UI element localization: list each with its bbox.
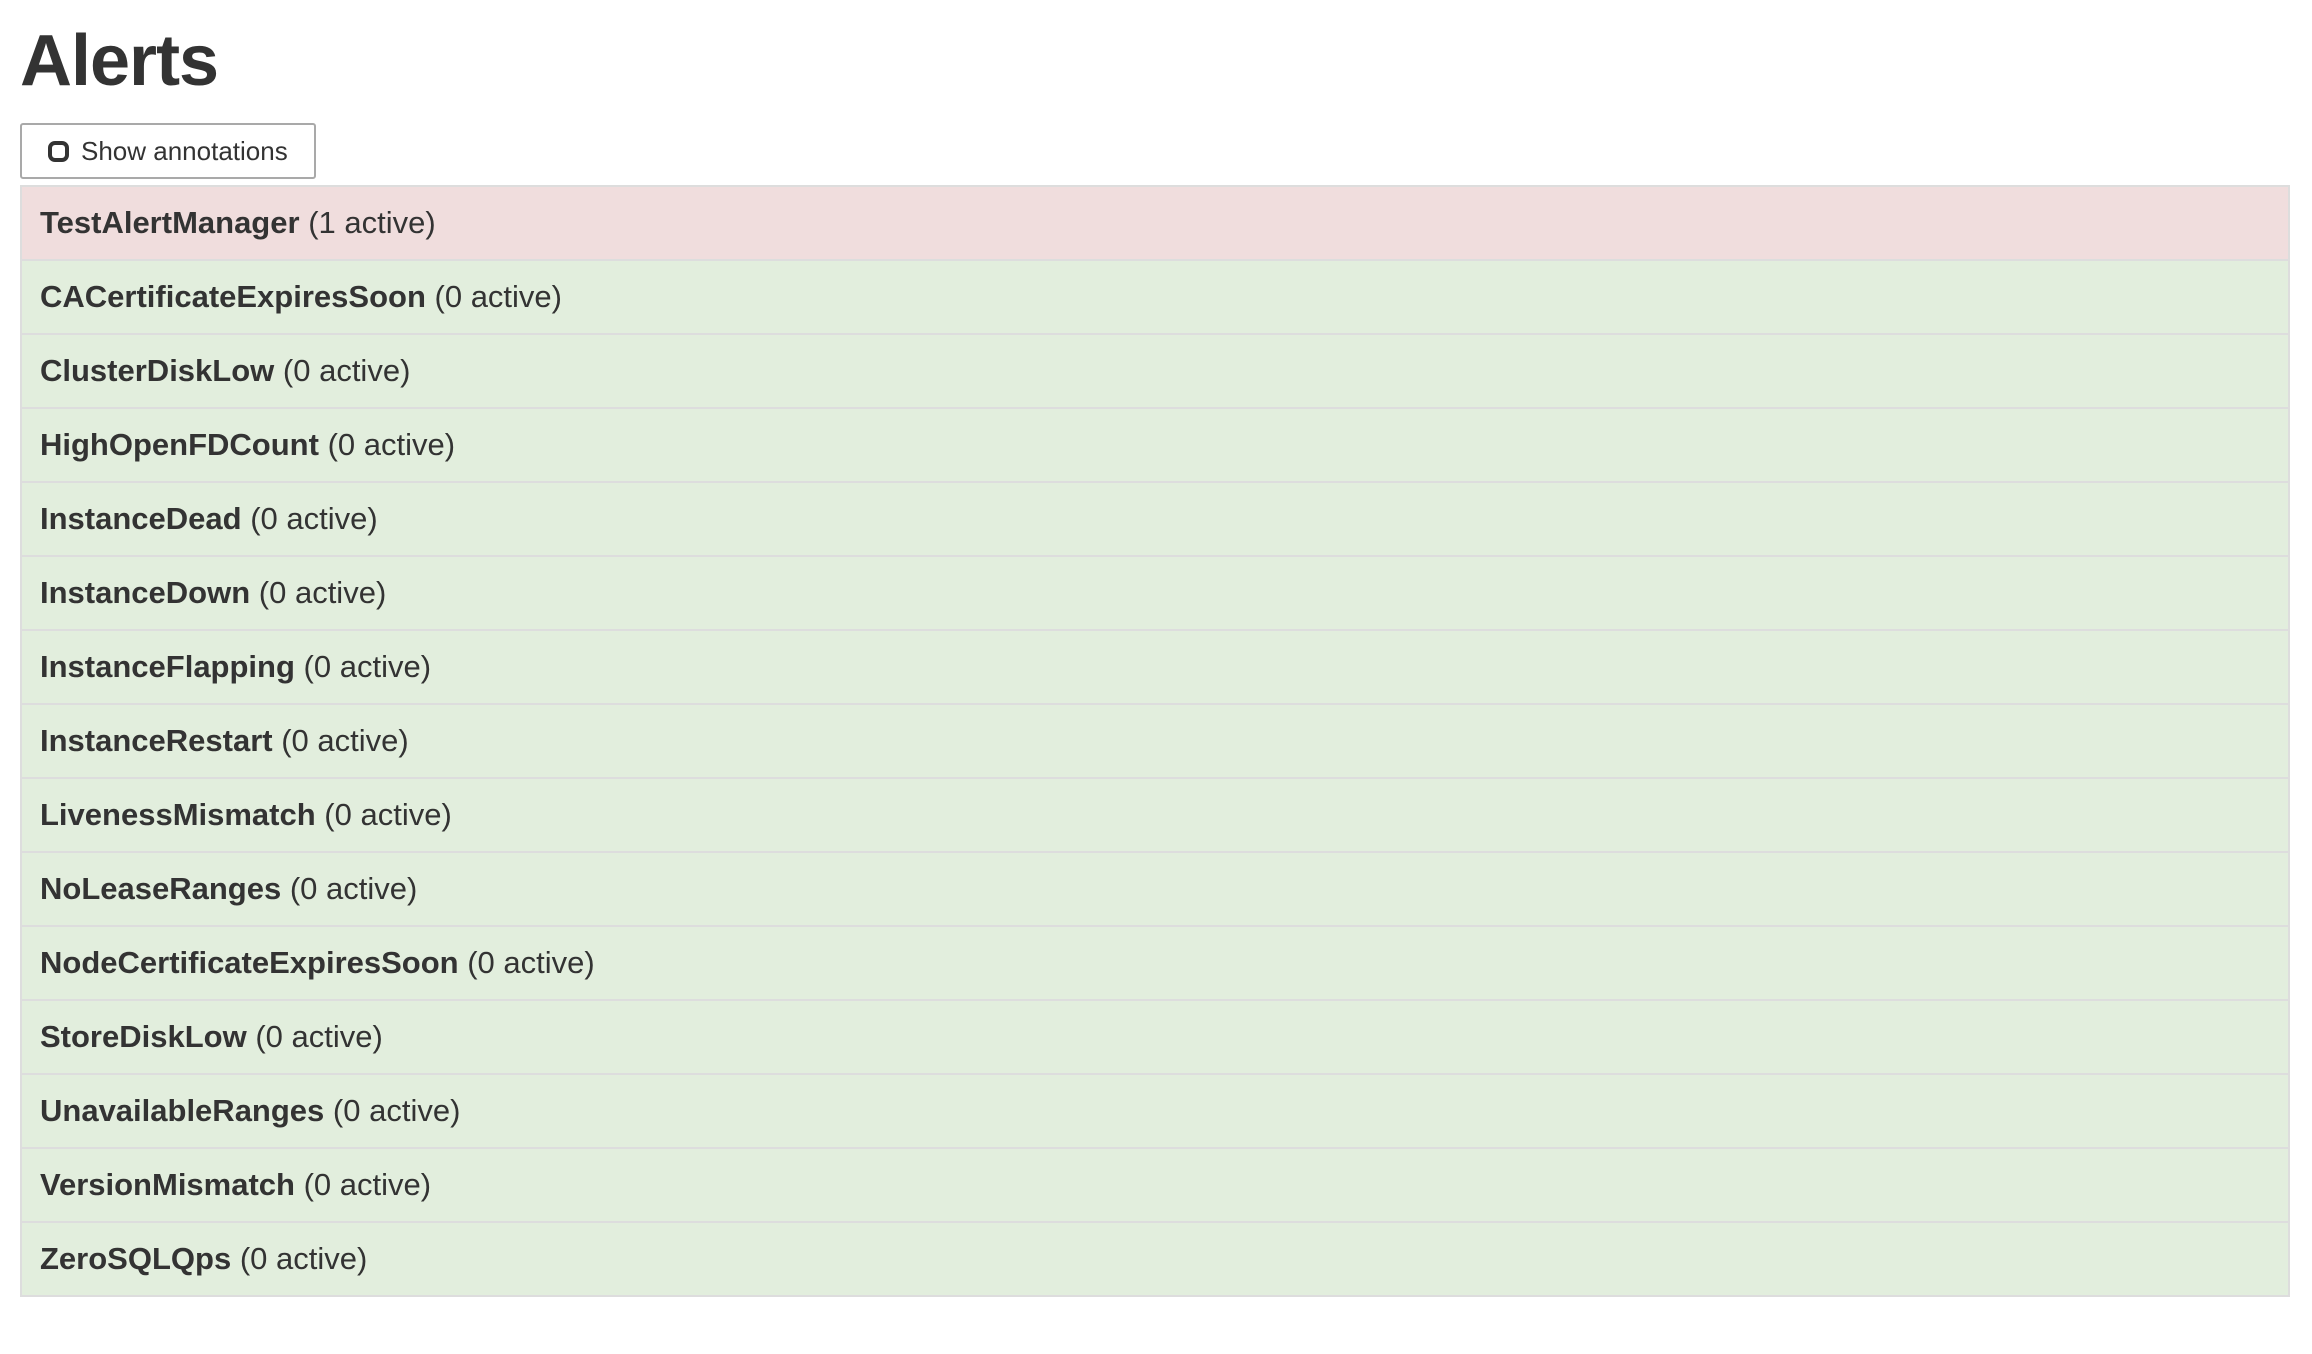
alert-name: InstanceDown xyxy=(40,575,251,611)
alert-row[interactable]: ZeroSQLQps (0 active) xyxy=(20,1221,2290,1298)
alert-name: ClusterDiskLow xyxy=(40,353,275,389)
alert-active-count: (0 active) xyxy=(289,871,418,907)
alert-cell[interactable]: NodeCertificateExpiresSoon (0 active) xyxy=(20,925,2290,1002)
alert-cell[interactable]: ClusterDiskLow (0 active) xyxy=(20,333,2290,410)
alert-active-count: (0 active) xyxy=(327,427,456,463)
alert-active-count: (0 active) xyxy=(434,279,562,315)
alert-name: StoreDiskLow xyxy=(40,1019,247,1055)
alert-cell[interactable]: ZeroSQLQps (0 active) xyxy=(20,1221,2290,1298)
alert-row[interactable]: LivenessMismatch (0 active) xyxy=(20,777,2290,854)
show-annotations-label: Show annotations xyxy=(81,136,288,167)
alert-row[interactable]: InstanceFlapping (0 active) xyxy=(20,629,2290,706)
alert-row[interactable]: NodeCertificateExpiresSoon (0 active) xyxy=(20,925,2290,1002)
alert-name: ZeroSQLQps xyxy=(40,1241,232,1277)
alert-cell[interactable]: StoreDiskLow (0 active) xyxy=(20,999,2290,1076)
alert-row[interactable]: InstanceRestart (0 active) xyxy=(20,703,2290,780)
alert-name: InstanceDead xyxy=(40,501,242,537)
alert-cell[interactable]: VersionMismatch (0 active) xyxy=(20,1147,2290,1224)
alert-row[interactable]: HighOpenFDCount (0 active) xyxy=(20,407,2290,484)
alert-row[interactable]: CACertificateExpiresSoon (0 active) xyxy=(20,259,2290,336)
alert-name: CACertificateExpiresSoon xyxy=(40,279,426,315)
alert-active-count: (1 active) xyxy=(308,205,436,241)
alert-name: UnavailableRanges xyxy=(40,1093,325,1129)
page-title: Alerts xyxy=(20,21,219,101)
alert-cell[interactable]: LivenessMismatch (0 active) xyxy=(20,777,2290,854)
alert-cell[interactable]: InstanceRestart (0 active) xyxy=(20,703,2290,780)
alert-cell[interactable]: InstanceFlapping (0 active) xyxy=(20,629,2290,706)
alert-name: HighOpenFDCount xyxy=(40,427,319,463)
alert-active-count: (0 active) xyxy=(250,501,378,537)
alert-active-count: (0 active) xyxy=(255,1019,383,1055)
alert-name: NoLeaseRanges xyxy=(40,871,282,907)
alert-name: NodeCertificateExpiresSoon xyxy=(40,945,459,981)
alert-name: VersionMismatch xyxy=(40,1167,295,1203)
alert-row[interactable]: UnavailableRanges (0 active) xyxy=(20,1073,2290,1150)
alert-cell[interactable]: NoLeaseRanges (0 active) xyxy=(20,851,2290,928)
alert-active-count: (0 active) xyxy=(467,945,595,981)
alert-row[interactable]: InstanceDead (0 active) xyxy=(20,481,2290,558)
alert-cell[interactable]: UnavailableRanges (0 active) xyxy=(20,1073,2290,1150)
alert-active-count: (0 active) xyxy=(303,649,432,685)
alert-cell[interactable]: HighOpenFDCount (0 active) xyxy=(20,407,2290,484)
alert-cell[interactable]: InstanceDead (0 active) xyxy=(20,481,2290,558)
alert-row[interactable]: StoreDiskLow (0 active) xyxy=(20,999,2290,1076)
alert-active-count: (0 active) xyxy=(332,1093,461,1129)
alert-row[interactable]: ClusterDiskLow (0 active) xyxy=(20,333,2290,410)
alert-row[interactable]: VersionMismatch (0 active) xyxy=(20,1147,2290,1224)
show-annotations-button[interactable]: Show annotations xyxy=(20,123,316,180)
alerts-table: TestAlertManager (1 active) CACertificat… xyxy=(20,185,2290,1298)
alert-name: InstanceRestart xyxy=(40,723,273,759)
alert-cell[interactable]: InstanceDown (0 active) xyxy=(20,555,2290,632)
alert-active-count: (0 active) xyxy=(324,797,452,833)
checkbox-unchecked-icon xyxy=(48,140,69,162)
alert-name: TestAlertManager xyxy=(40,205,300,241)
alert-row[interactable]: NoLeaseRanges (0 active) xyxy=(20,851,2290,928)
alert-active-count: (0 active) xyxy=(239,1241,368,1277)
alert-active-count: (0 active) xyxy=(258,575,387,611)
alert-active-count: (0 active) xyxy=(281,723,409,759)
alert-row[interactable]: TestAlertManager (1 active) xyxy=(20,185,2290,262)
alert-active-count: (0 active) xyxy=(282,353,411,389)
alert-cell[interactable]: TestAlertManager (1 active) xyxy=(20,185,2290,262)
alerts-list: TestAlertManager (1 active) CACertificat… xyxy=(20,185,2290,1298)
alert-cell[interactable]: CACertificateExpiresSoon (0 active) xyxy=(20,259,2290,336)
alert-name: LivenessMismatch xyxy=(40,797,316,833)
alert-name: InstanceFlapping xyxy=(40,649,295,685)
alert-row[interactable]: InstanceDown (0 active) xyxy=(20,555,2290,632)
alert-active-count: (0 active) xyxy=(303,1167,432,1203)
